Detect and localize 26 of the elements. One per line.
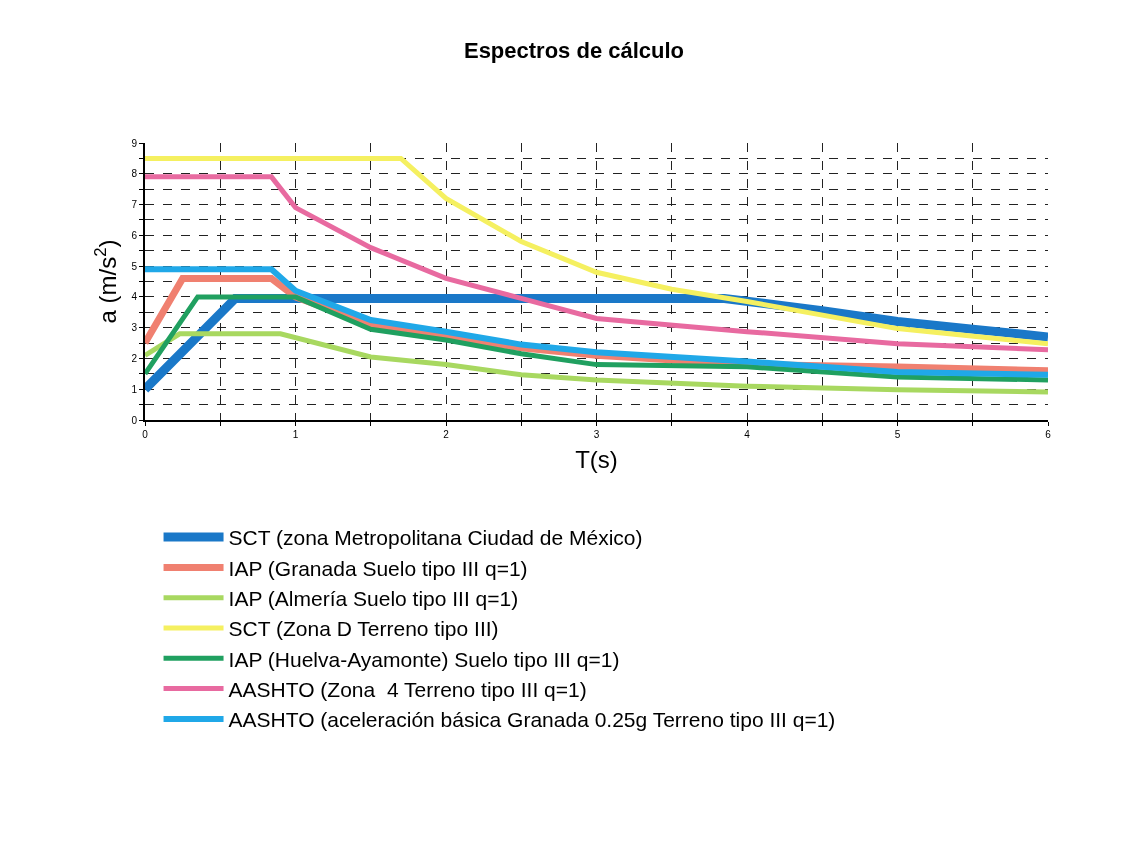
legend-label: AASHTO (aceleración básica Granada 0.25g Terreno tipo III q=1) [228,708,836,732]
y-tick-label: 4 [131,291,138,303]
x-axis-title: T(s) [575,445,618,473]
y-tick-label: 5 [131,260,138,272]
legend-label: SCT (Zona D Terreno tipo III) [228,617,499,641]
y-tick-label: 7 [131,199,138,211]
y-tick-label: 9 [131,137,138,149]
legend-label: IAP (Granada Suelo tipo III q=1) [228,556,528,580]
x-tick-label: 2 [443,429,450,440]
y-tick-label: 0 [131,414,138,426]
y-tick-label: 1 [131,383,138,395]
y-tick-label: 2 [131,352,138,364]
x-tick-label: 6 [1045,429,1052,440]
x-tick-label: 1 [292,429,299,440]
y-tick-label: 8 [131,168,138,180]
x-tick-label: 5 [894,429,901,440]
legend-label: IAP (Huelva-Ayamonte) Suelo tipo III q=1) [228,647,620,671]
x-tick-label: 0 [142,429,149,440]
x-tick-label: 4 [744,429,751,440]
y-tick-label: 3 [131,322,138,334]
legend-label: AASHTO (Zona 4 Terreno tipo III q=1) [228,677,587,701]
legend-label: SCT (zona Metropolitana Ciudad de México) [228,526,643,550]
x-tick-label: 3 [593,429,600,440]
legend-label: IAP (Almería Suelo tipo III q=1) [228,586,519,610]
chart-title: Espectros de cálculo [463,38,685,63]
y-tick-label: 6 [131,229,138,241]
